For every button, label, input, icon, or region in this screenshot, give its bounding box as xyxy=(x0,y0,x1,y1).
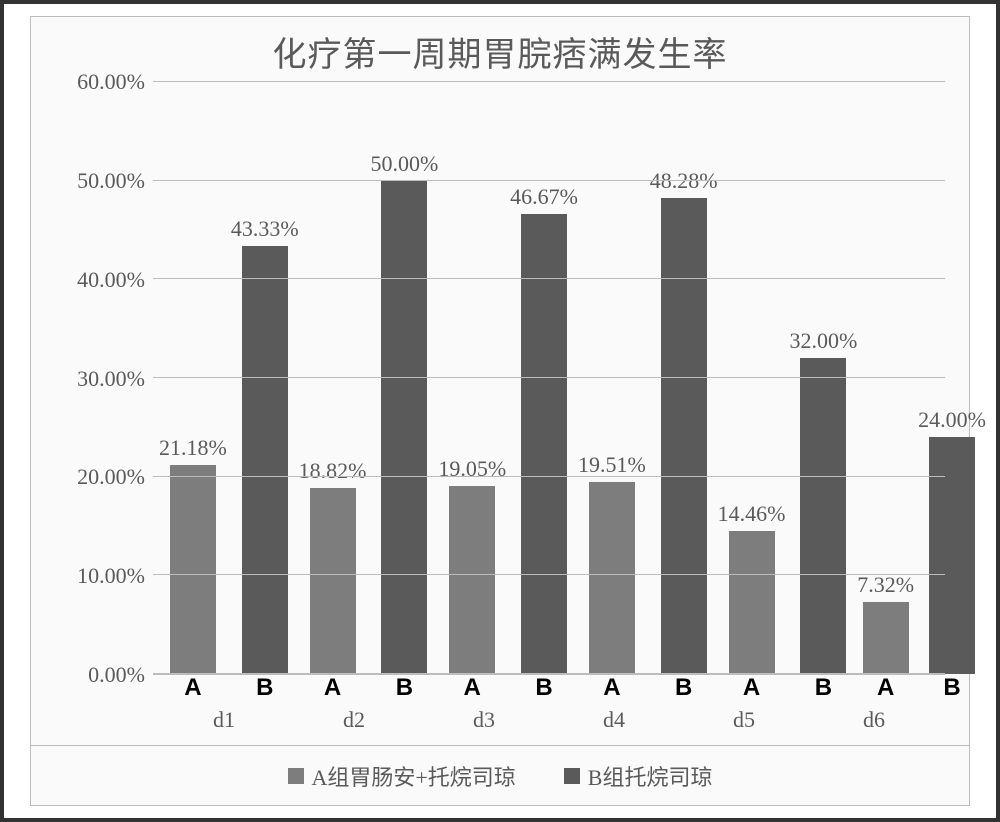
chart-card: 化疗第一周期胃脘痞满发生率 0.00% 10.00% 20.00% 30.00% 40.… xyxy=(30,16,970,806)
series-short-label: B xyxy=(675,674,692,702)
legend-item-a: A组胃肠安+托烷司琼 xyxy=(288,760,516,792)
bar-value-label: 43.33% xyxy=(231,216,299,242)
bar-group: 19.51%A48.28%B xyxy=(578,82,718,674)
gridline xyxy=(153,673,945,674)
bar xyxy=(800,358,846,674)
gridline xyxy=(153,180,945,181)
gridline xyxy=(153,278,945,279)
series-short-label: A xyxy=(743,674,760,702)
legend: A组胃肠安+托烷司琼 B组托烷司琼 xyxy=(31,745,969,805)
bar-wrap: 32.00%B xyxy=(789,82,857,674)
bar-value-label: 14.46% xyxy=(718,501,786,527)
series-short-label: A xyxy=(464,674,481,702)
bar xyxy=(863,602,909,674)
y-axis: 0.00%10.00%20.00%30.00%40.00%50.00%60.00… xyxy=(41,82,153,675)
bar xyxy=(170,465,216,674)
gridline xyxy=(153,377,945,378)
chart-title: 化疗第一周期胃脘痞满发生率 xyxy=(31,17,969,82)
bar-value-label: 46.67% xyxy=(510,184,578,210)
series-short-label: A xyxy=(184,674,201,702)
legend-item-b: B组托烷司琼 xyxy=(564,760,713,792)
bar xyxy=(729,531,775,674)
series-short-label: B xyxy=(943,674,960,702)
series-short-label: A xyxy=(603,674,620,702)
bar-group: 14.46%A32.00%B xyxy=(718,82,858,674)
gridline xyxy=(153,476,945,477)
plot-area: 21.18%A43.33%B18.82%A50.00%B19.05%A46.67… xyxy=(153,82,945,675)
bar-wrap: 46.67%B xyxy=(510,82,578,674)
bar-value-label: 19.05% xyxy=(438,456,506,482)
legend-swatch-b xyxy=(564,768,580,784)
bar-wrap: 7.32%A xyxy=(857,82,914,674)
bar-wrap: 14.46%A xyxy=(718,82,786,674)
bar xyxy=(661,198,707,674)
bar xyxy=(242,246,288,674)
bar-group: 21.18%A43.33%B xyxy=(159,82,299,674)
bar-groups: 21.18%A43.33%B18.82%A50.00%B19.05%A46.67… xyxy=(153,82,945,674)
series-short-label: B xyxy=(535,674,552,702)
bar-wrap: 48.28%B xyxy=(650,82,718,674)
series-short-label: B xyxy=(256,674,273,702)
bar-value-label: 19.51% xyxy=(578,452,646,478)
bar-value-label: 24.00% xyxy=(918,407,986,433)
bar xyxy=(449,486,495,674)
y-tick: 50.00% xyxy=(77,168,145,194)
bar xyxy=(310,488,356,674)
y-tick: 60.00% xyxy=(77,69,145,95)
y-tick: 30.00% xyxy=(77,366,145,392)
x-category-label: d3 xyxy=(419,675,549,745)
plot-row: 0.00%10.00%20.00%30.00%40.00%50.00%60.00… xyxy=(31,82,969,675)
bar-wrap: 19.05%A xyxy=(438,82,506,674)
bar-value-label: 32.00% xyxy=(789,328,857,354)
y-tick: 20.00% xyxy=(77,464,145,490)
y-tick: 10.00% xyxy=(77,563,145,589)
legend-label-b: B组托烷司琼 xyxy=(588,760,713,792)
bar-wrap: 43.33%B xyxy=(231,82,299,674)
bar-wrap: 21.18%A xyxy=(159,82,227,674)
bar-value-label: 7.32% xyxy=(857,572,914,598)
gridline xyxy=(153,81,945,82)
legend-swatch-a xyxy=(288,768,304,784)
bar-group: 18.82%A50.00%B xyxy=(299,82,439,674)
bar xyxy=(589,482,635,674)
bar xyxy=(929,437,975,674)
y-tick: 0.00% xyxy=(88,662,145,688)
y-tick: 40.00% xyxy=(77,267,145,293)
bar-wrap: 24.00%B xyxy=(918,82,986,674)
bar-group: 19.05%A46.67%B xyxy=(438,82,578,674)
series-short-label: A xyxy=(324,674,341,702)
bar-wrap: 19.51%A xyxy=(578,82,646,674)
series-short-label: B xyxy=(815,674,832,702)
bar-wrap: 18.82%A xyxy=(299,82,367,674)
bar-value-label: 50.00% xyxy=(370,151,438,177)
bar-value-label: 18.82% xyxy=(299,458,367,484)
bar-value-label: 21.18% xyxy=(159,435,227,461)
series-short-label: A xyxy=(877,674,894,702)
bar-group: 7.32%A24.00%B xyxy=(857,82,986,674)
outer-frame: 化疗第一周期胃脘痞满发生率 0.00% 10.00% 20.00% 30.00% 40.… xyxy=(0,0,1000,822)
legend-label-a: A组胃肠安+托烷司琼 xyxy=(312,760,516,792)
bar xyxy=(521,214,567,674)
series-short-label: B xyxy=(396,674,413,702)
gridline xyxy=(153,574,945,575)
bar xyxy=(381,181,427,674)
bar-wrap: 50.00%B xyxy=(370,82,438,674)
